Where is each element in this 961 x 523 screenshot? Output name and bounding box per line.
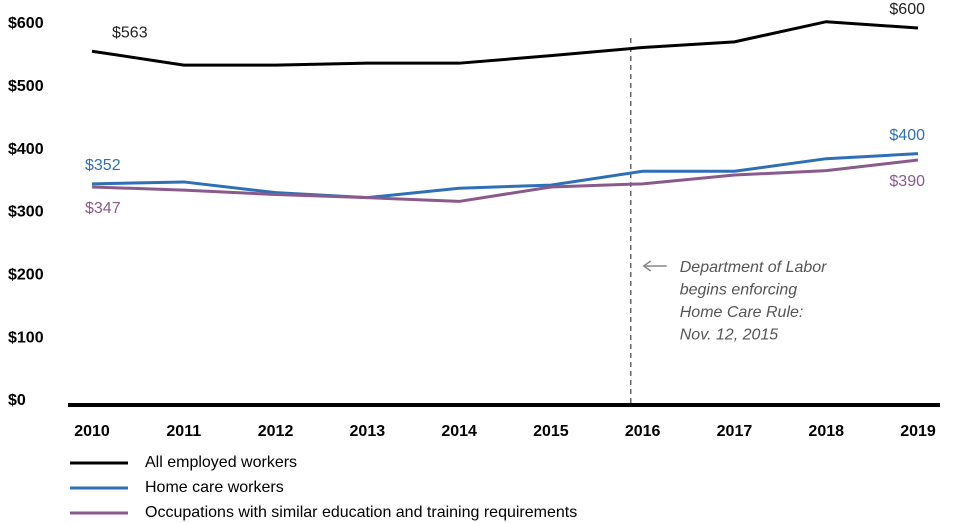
legend-label: All employed workers (145, 454, 297, 471)
y-tick-label: $500 (8, 78, 44, 95)
annotation: Nov. 12, 2015 (680, 327, 779, 344)
x-tick-label: 2019 (900, 423, 936, 440)
legend-label: Home care workers (145, 479, 284, 496)
series-line (91, 20, 919, 67)
x-tick-label: 2012 (258, 423, 294, 440)
series-line (91, 152, 919, 200)
series-line (91, 158, 919, 203)
x-tick-label: 2013 (350, 423, 386, 440)
annotation: Department of Labor (680, 259, 827, 276)
value-label: $390 (889, 173, 925, 190)
event-arrow-head (642, 260, 652, 272)
y-tick-label: $0 (8, 392, 26, 409)
value-label: $352 (85, 157, 121, 174)
y-tick-label: $400 (8, 141, 44, 158)
x-tick-label: 2010 (74, 423, 110, 440)
value-label: $600 (889, 1, 925, 18)
value-label: $400 (889, 127, 925, 144)
y-tick-label: $200 (8, 267, 44, 284)
x-tick-label: 2018 (808, 423, 844, 440)
y-tick-label: $100 (8, 329, 44, 346)
x-tick-label: 2014 (441, 423, 477, 440)
y-tick-label: $600 (8, 15, 44, 32)
value-label: $563 (112, 24, 148, 41)
x-tick-label: 2011 (166, 423, 201, 440)
x-tick-label: 2017 (717, 423, 753, 440)
y-tick-label: $300 (8, 204, 44, 221)
x-tick-label: 2015 (533, 423, 569, 440)
annotation: begins enforcing (680, 282, 798, 299)
legend-label: Occupations with similar education and t… (145, 504, 577, 521)
value-label: $347 (85, 200, 121, 217)
annotation: Home Care Rule: (680, 304, 804, 321)
x-tick-label: 2016 (625, 423, 661, 440)
